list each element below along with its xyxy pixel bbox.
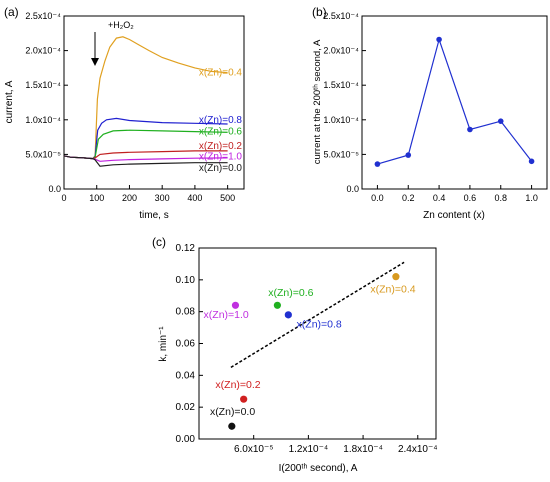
panel-a-x-ticks: 0 100 200 300 400 500 bbox=[61, 185, 235, 203]
panel-b-xtick-label: 0.8 bbox=[494, 193, 507, 203]
panel-c-point bbox=[392, 273, 400, 281]
panel-b-ytick-label: 0.0 bbox=[346, 184, 359, 194]
panel-c-point-label: x(Zn)=0.0 bbox=[210, 406, 255, 418]
panel-c-ytick-label: 0.10 bbox=[176, 275, 196, 286]
panel-a-series-label: x(Zn)=0.4 bbox=[199, 68, 243, 79]
panel-c-xlabel: I(200ᵗʰ second), A bbox=[279, 463, 358, 474]
panel-a-ytick-label: 1.0x10⁻⁴ bbox=[25, 115, 61, 125]
panel-a-xtick-label: 300 bbox=[155, 193, 170, 203]
panel-a-label: (a) bbox=[4, 5, 19, 19]
panel-c-point bbox=[231, 301, 240, 309]
panel-b-ytick-label: 1.0x10⁻⁴ bbox=[323, 115, 359, 125]
panel-a-ytick-label: 2.0x10⁻⁴ bbox=[25, 46, 61, 56]
panel-c-ytick-label: 0.06 bbox=[176, 339, 196, 350]
panel-c-ytick-label: 0.04 bbox=[176, 370, 196, 381]
panel-a-series-label: x(Zn)=0.8 bbox=[199, 115, 243, 126]
panel-b-ytick-label: 5.0x10⁻⁵ bbox=[323, 149, 359, 159]
panel-c-point bbox=[228, 422, 236, 430]
panel-c-point-label: x(Zn)=0.6 bbox=[268, 287, 313, 299]
panel-c-y-ticks: 0.00 0.02 0.04 0.06 0.08 0.10 0.12 bbox=[176, 243, 203, 445]
panel-a: (a) 0.0 5.0x10⁻⁵ 1.0x10⁻⁴ 1.5x10⁻⁴ 2.0x10⁻⁴ 2… bbox=[4, 5, 245, 221]
panel-c-x-ticks: 6.0x10⁻⁵ 1.2x10⁻⁴ 1.8x10⁻⁴ 2.4x10⁻⁴ bbox=[234, 435, 438, 455]
panel-c-xtick-label: 1.8x10⁻⁴ bbox=[343, 444, 383, 455]
panel-c-point-label: x(Zn)=1.0 bbox=[204, 309, 249, 321]
panel-c-point bbox=[284, 311, 292, 319]
panel-c-point bbox=[240, 395, 248, 403]
panel-b-label: (b) bbox=[312, 5, 327, 19]
panel-a-annotation: +H₂O₂ bbox=[108, 20, 134, 30]
panel-c-label: (c) bbox=[152, 235, 166, 249]
panel-c-xtick-label: 2.4x10⁻⁴ bbox=[398, 444, 438, 455]
panel-c-ylabel: k, min⁻¹ bbox=[158, 326, 169, 362]
panel-a-frame bbox=[63, 15, 245, 190]
panel-a-ytick-label: 2.5x10⁻⁴ bbox=[25, 11, 61, 21]
panel-b-xtick-label: 0.0 bbox=[371, 193, 384, 203]
panel-c-ytick-label: 0.08 bbox=[176, 307, 196, 318]
panel-a-series bbox=[63, 36, 228, 167]
panel-b-ytick-label: 2.0x10⁻⁴ bbox=[323, 46, 359, 56]
panel-c-xtick-label: 6.0x10⁻⁵ bbox=[234, 444, 273, 455]
panel-c-ytick-label: 0.02 bbox=[176, 402, 196, 413]
panel-a-xtick-label: 400 bbox=[187, 193, 202, 203]
panel-a-xtick-label: 0 bbox=[61, 193, 66, 203]
annotation-arrow-head bbox=[91, 58, 99, 66]
panel-c-point-label: x(Zn)=0.2 bbox=[215, 379, 260, 391]
panel-c-trend bbox=[230, 261, 405, 369]
panel-a-xtick-label: 500 bbox=[220, 193, 235, 203]
panel-a-series-label: x(Zn)=0.2 bbox=[199, 141, 243, 152]
panel-b-xtick-label: 1.0 bbox=[525, 193, 538, 203]
panel-a-xtick-label: 100 bbox=[89, 193, 104, 203]
panel-b-xtick-label: 0.4 bbox=[433, 193, 446, 203]
panel-a-ytick-label: 1.5x10⁻⁴ bbox=[25, 80, 61, 90]
panel-b-point bbox=[528, 158, 535, 165]
panel-a-series-line bbox=[63, 155, 228, 167]
panel-a-ytick-label: 0.0 bbox=[48, 184, 61, 194]
panel-b-point bbox=[374, 161, 381, 167]
panel-a-y-ticks: 0.0 5.0x10⁻⁵ 1.0x10⁻⁴ 1.5x10⁻⁴ 2.0x10⁻⁴ 2.5x1… bbox=[25, 11, 68, 194]
panel-b-line bbox=[377, 37, 533, 165]
panel-b-point bbox=[405, 152, 412, 158]
panel-c-xtick-label: 1.2x10⁻⁴ bbox=[289, 444, 329, 455]
panel-c-point-label: x(Zn)=0.4 bbox=[370, 284, 415, 296]
panel-c-trend-line bbox=[230, 261, 405, 369]
panel-b-frame bbox=[361, 15, 548, 190]
panel-b-xtick-label: 0.2 bbox=[402, 193, 415, 203]
panel-b-ylabel: current at the 200ᵗʰ second, A bbox=[312, 39, 323, 164]
panel-a-series-label: x(Zn)=0.0 bbox=[199, 163, 243, 174]
panel-b-xtick-label: 0.6 bbox=[464, 193, 477, 203]
panel-a-ylabel: current, A bbox=[4, 80, 15, 123]
panel-b-ytick-label: 1.5x10⁻⁴ bbox=[323, 80, 359, 90]
panel-b-x-ticks: 0.0 0.2 0.4 0.6 0.8 1.0 bbox=[371, 185, 538, 203]
panel-b-xlabel: Zn content (x) bbox=[423, 210, 485, 221]
panel-b-series bbox=[374, 36, 535, 167]
panel-c-ytick-label: 0.00 bbox=[176, 434, 196, 445]
panel-a-ytick-label: 5.0x10⁻⁵ bbox=[25, 149, 61, 159]
panel-c: (c) 0.00 0.02 0.04 0.06 0.08 0.10 0.12 6.0x10⁻… bbox=[152, 235, 438, 474]
panel-a-xtick-label: 200 bbox=[122, 193, 137, 203]
panel-b: (b) 0.0 5.0x10⁻⁵ 1.0x10⁻⁴ 1.5x10⁻⁴ 2.0x10⁻⁴ 2… bbox=[312, 5, 548, 221]
panel-a-series-label: x(Zn)=0.6 bbox=[199, 127, 243, 138]
panel-b-ytick-label: 2.5x10⁻⁴ bbox=[323, 11, 359, 21]
panel-c-point bbox=[273, 301, 281, 309]
panel-b-point bbox=[497, 118, 504, 124]
panel-b-point bbox=[436, 36, 442, 43]
panel-a-xlabel: time, s bbox=[139, 210, 168, 221]
panel-a-series-label: x(Zn)=1.0 bbox=[199, 151, 243, 162]
panel-a-series-labels: x(Zn)=0.4x(Zn)=0.8x(Zn)=0.6x(Zn)=0.2x(Zn… bbox=[199, 68, 243, 174]
panel-c-ytick-label: 0.12 bbox=[176, 243, 196, 254]
panel-b-point bbox=[467, 126, 473, 133]
panel-c-point-label: x(Zn)=0.8 bbox=[297, 319, 342, 331]
panel-c-points: x(Zn)=0.0 x(Zn)=0.2 x(Zn)=0.6 x(Zn)=0.8 x(Zn… bbox=[204, 273, 416, 430]
panel-b-y-ticks: 0.0 5.0x10⁻⁵ 1.0x10⁻⁴ 1.5x10⁻⁴ 2.0x10⁻⁴ 2.5x1… bbox=[323, 11, 366, 194]
